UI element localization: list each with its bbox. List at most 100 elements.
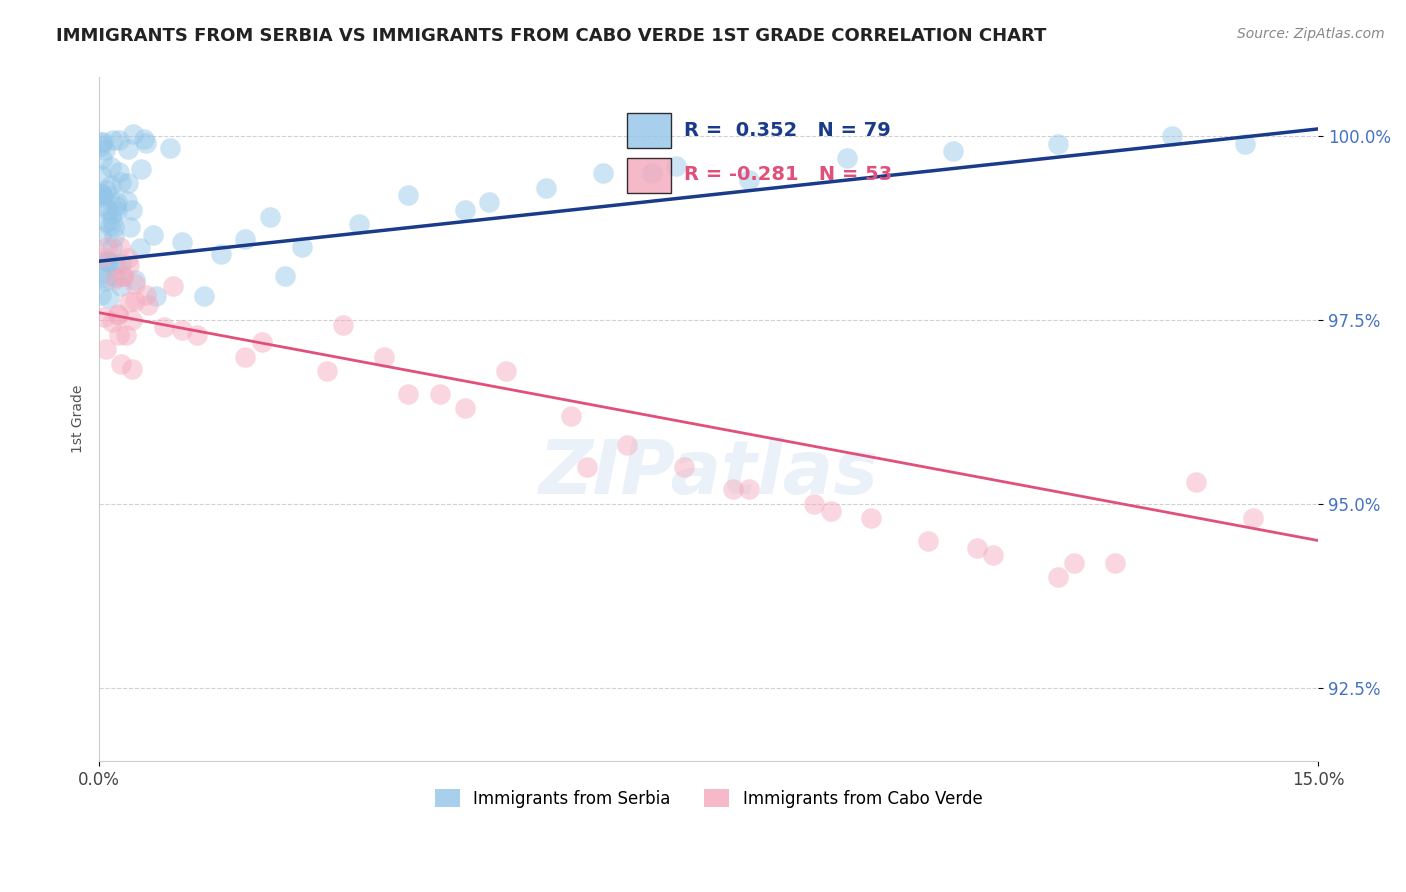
Immigrants from Serbia	[98, 189, 121, 203]
Immigrants from Serbia	[142, 228, 165, 243]
Immigrants from Cabo Verde	[332, 318, 354, 332]
Immigrants from Cabo Verde	[96, 239, 118, 253]
Immigrants from Serbia	[97, 253, 120, 268]
Immigrants from Serbia	[478, 195, 501, 210]
Immigrants from Serbia	[110, 175, 132, 189]
Immigrants from Serbia	[347, 218, 370, 232]
Immigrants from Serbia	[117, 176, 139, 190]
Text: Source: ZipAtlas.com: Source: ZipAtlas.com	[1237, 27, 1385, 41]
Immigrants from Serbia	[193, 289, 215, 303]
Immigrants from Cabo Verde	[981, 548, 1004, 562]
Immigrants from Serbia	[96, 214, 118, 228]
Immigrants from Cabo Verde	[495, 364, 517, 378]
Immigrants from Serbia	[90, 186, 112, 201]
Immigrants from Serbia	[129, 161, 152, 176]
Immigrants from Cabo Verde	[172, 323, 194, 337]
Immigrants from Cabo Verde	[124, 294, 146, 309]
Immigrants from Serbia	[128, 241, 150, 255]
Immigrants from Cabo Verde	[721, 482, 744, 496]
Immigrants from Serbia	[274, 269, 297, 284]
Immigrants from Serbia	[104, 198, 127, 212]
Immigrants from Serbia	[104, 257, 127, 271]
Immigrants from Serbia	[1161, 129, 1184, 144]
Immigrants from Cabo Verde	[560, 409, 582, 423]
Immigrants from Serbia	[259, 210, 281, 224]
Immigrants from Serbia	[1047, 136, 1070, 151]
Immigrants from Serbia	[396, 188, 419, 202]
Immigrants from Cabo Verde	[250, 334, 273, 349]
Immigrants from Serbia	[93, 136, 115, 150]
Immigrants from Serbia	[97, 202, 120, 217]
Immigrants from Serbia	[117, 142, 139, 156]
Immigrants from Serbia	[120, 219, 142, 234]
Immigrants from Serbia	[105, 194, 128, 209]
Immigrants from Serbia	[93, 253, 115, 268]
Immigrants from Serbia	[738, 173, 761, 187]
Immigrants from Cabo Verde	[575, 460, 598, 475]
Immigrants from Serbia	[90, 268, 112, 282]
Immigrants from Cabo Verde	[1047, 570, 1070, 584]
Immigrants from Serbia	[90, 288, 112, 302]
Immigrants from Cabo Verde	[121, 313, 143, 327]
Immigrants from Cabo Verde	[966, 541, 988, 555]
Immigrants from Serbia	[835, 151, 858, 165]
Immigrants from Cabo Verde	[820, 504, 842, 518]
Immigrants from Cabo Verde	[107, 307, 129, 321]
Immigrants from Cabo Verde	[114, 327, 136, 342]
Immigrants from Cabo Verde	[1104, 556, 1126, 570]
Immigrants from Cabo Verde	[162, 278, 184, 293]
Immigrants from Cabo Verde	[803, 497, 825, 511]
Immigrants from Serbia	[91, 188, 114, 202]
Immigrants from Serbia	[135, 136, 157, 150]
Immigrants from Cabo Verde	[104, 272, 127, 286]
Immigrants from Serbia	[534, 180, 557, 194]
Immigrants from Serbia	[91, 190, 114, 204]
Immigrants from Cabo Verde	[153, 320, 176, 334]
Immigrants from Cabo Verde	[110, 357, 132, 371]
Immigrants from Cabo Verde	[136, 298, 159, 312]
Immigrants from Serbia	[159, 141, 181, 155]
Immigrants from Serbia	[110, 278, 132, 293]
Immigrants from Serbia	[454, 202, 477, 217]
Immigrants from Serbia	[291, 239, 314, 253]
Immigrants from Serbia	[101, 213, 124, 227]
Immigrants from Serbia	[94, 143, 117, 157]
Immigrants from Serbia	[101, 206, 124, 220]
Immigrants from Serbia	[122, 127, 145, 141]
Immigrants from Serbia	[90, 186, 112, 200]
Y-axis label: 1st Grade: 1st Grade	[72, 385, 86, 453]
Immigrants from Serbia	[100, 160, 122, 174]
Immigrants from Serbia	[101, 239, 124, 253]
Immigrants from Serbia	[641, 166, 664, 180]
Immigrants from Serbia	[100, 178, 122, 193]
Immigrants from Cabo Verde	[315, 364, 337, 378]
Immigrants from Cabo Verde	[429, 386, 451, 401]
Immigrants from Cabo Verde	[93, 250, 115, 264]
Immigrants from Cabo Verde	[124, 277, 146, 292]
Immigrants from Serbia	[110, 257, 132, 271]
Immigrants from Serbia	[103, 229, 125, 244]
Immigrants from Cabo Verde	[1241, 511, 1264, 525]
Immigrants from Cabo Verde	[1063, 556, 1085, 570]
Immigrants from Cabo Verde	[121, 362, 143, 376]
Immigrants from Serbia	[115, 194, 138, 208]
Immigrants from Serbia	[108, 133, 131, 147]
Immigrants from Cabo Verde	[186, 327, 208, 342]
Immigrants from Cabo Verde	[118, 294, 141, 309]
Immigrants from Serbia	[209, 247, 232, 261]
Immigrants from Cabo Verde	[860, 511, 883, 525]
Immigrants from Cabo Verde	[135, 288, 157, 302]
Text: ZIPatlas: ZIPatlas	[538, 437, 879, 510]
Immigrants from Serbia	[90, 229, 112, 244]
Immigrants from Cabo Verde	[93, 310, 115, 324]
Immigrants from Cabo Verde	[1185, 475, 1208, 489]
Immigrants from Serbia	[104, 270, 127, 285]
Immigrants from Cabo Verde	[396, 386, 419, 401]
Immigrants from Cabo Verde	[917, 533, 939, 548]
Immigrants from Cabo Verde	[112, 268, 135, 283]
Immigrants from Cabo Verde	[111, 269, 134, 284]
Immigrants from Serbia	[93, 275, 115, 289]
Immigrants from Cabo Verde	[96, 343, 118, 357]
Immigrants from Cabo Verde	[107, 327, 129, 342]
Immigrants from Cabo Verde	[454, 401, 477, 416]
